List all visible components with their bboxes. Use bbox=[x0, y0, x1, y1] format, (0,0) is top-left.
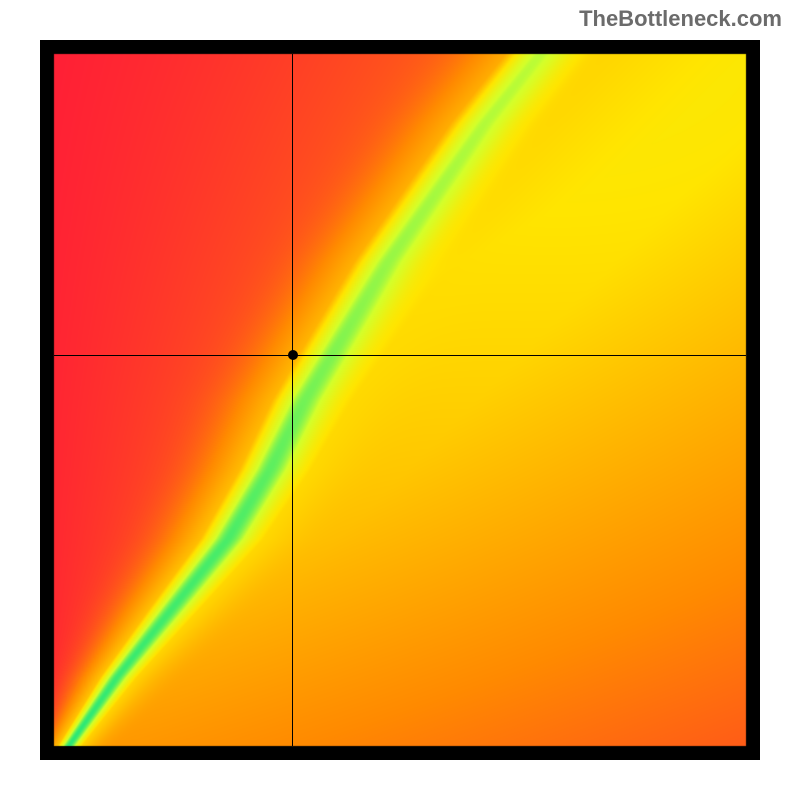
reference-point bbox=[288, 350, 298, 360]
crosshair-vertical bbox=[292, 54, 293, 746]
watermark-text: TheBottleneck.com bbox=[579, 6, 782, 32]
heatmap-canvas bbox=[40, 40, 760, 760]
crosshair-horizontal bbox=[54, 355, 746, 356]
heatmap-plot bbox=[40, 40, 760, 760]
